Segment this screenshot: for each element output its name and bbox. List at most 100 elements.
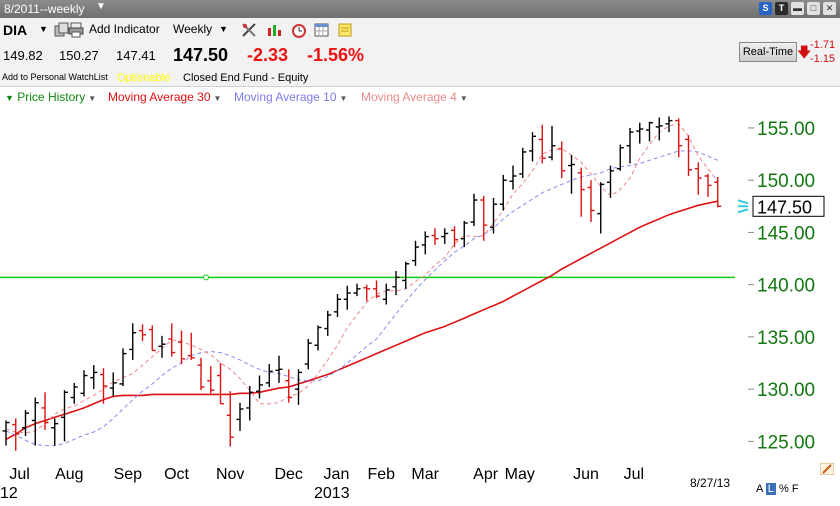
- price-bar: [694, 162, 702, 195]
- s-button[interactable]: S: [759, 2, 772, 15]
- price-bar: [158, 335, 166, 358]
- price-bar: [363, 284, 371, 302]
- add-indicator-button[interactable]: Add Indicator: [89, 22, 160, 36]
- legend-ma30[interactable]: Moving Average 30 ▼: [108, 90, 222, 104]
- scale-arithmetic-button[interactable]: A: [756, 483, 763, 495]
- y-tick-label: 155.00: [757, 119, 815, 140]
- chart-type-icon[interactable]: [266, 22, 282, 38]
- price-bar: [265, 364, 273, 388]
- price-bar: [285, 369, 293, 403]
- price-bar: [324, 310, 332, 336]
- price-bar: [655, 117, 663, 141]
- price-bar: [382, 283, 390, 305]
- last-price-label: 147.50: [757, 197, 812, 217]
- support-line-handle[interactable]: [203, 274, 209, 281]
- real-time-button[interactable]: Real-Time: [739, 42, 797, 62]
- price-bar: [246, 386, 254, 421]
- symbol-dropdown-icon[interactable]: ▼: [39, 24, 48, 34]
- draw-tools-icon[interactable]: [241, 22, 257, 38]
- window-controls: S T ▬ □ ✕: [759, 2, 836, 15]
- title-dropdown-icon[interactable]: ▼: [96, 1, 106, 12]
- y-tick-label: 135.00: [757, 328, 815, 349]
- minimize-icon[interactable]: ▬: [791, 2, 804, 15]
- x-tick-label: Jan: [324, 466, 350, 483]
- price-bar: [490, 197, 497, 234]
- y-tick-label: 150.00: [757, 171, 815, 192]
- window-titlebar: 8/2011--weekly ▼ S T ▬ □ ✕: [0, 0, 840, 18]
- price-bar: [538, 124, 546, 164]
- price-bar: [236, 402, 244, 431]
- add-to-watchlist-link[interactable]: Add to Personal WatchList: [2, 72, 108, 82]
- price-bar: [314, 325, 322, 351]
- sticky-note-icon[interactable]: [337, 22, 353, 38]
- price-bar: [460, 220, 468, 248]
- scale-percent-button[interactable]: %: [778, 483, 789, 495]
- support-line-layer[interactable]: [0, 274, 735, 281]
- price-bar: [119, 348, 127, 386]
- x-axis: Jul Aug Sep Oct Nov Dec Jan Feb Mar Apr May Jun Jul 1…: [0, 466, 644, 502]
- year-label: 2013: [314, 485, 350, 502]
- price-bar: [616, 144, 624, 171]
- chevron-down-icon[interactable]: ▼: [459, 94, 468, 103]
- price-bars: [2, 116, 722, 451]
- price-bar: [587, 180, 595, 222]
- scale-fit-button[interactable]: F: [791, 483, 799, 495]
- legend-ma10[interactable]: Moving Average 10 ▼: [234, 90, 348, 104]
- price-bar: [197, 357, 205, 391]
- indicator-legend: ▼ Price History ▼ Moving Average 30 ▼ Movi…: [0, 86, 840, 107]
- pencil-icon[interactable]: [820, 463, 834, 475]
- price-bar: [187, 332, 195, 360]
- price-bar: [577, 167, 585, 217]
- collapse-icon[interactable]: ▼: [5, 93, 14, 103]
- price-bar: [607, 165, 614, 198]
- quote-high: 150.27: [59, 48, 99, 63]
- scale-log-button[interactable]: L: [765, 483, 776, 495]
- period-select[interactable]: Weekly: [173, 22, 213, 36]
- chart-date: 8/27/13: [690, 476, 731, 490]
- x-tick-label: Jun: [573, 466, 599, 483]
- y-tick-label: 130.00: [757, 380, 815, 401]
- price-bar: [548, 125, 556, 161]
- price-bar: [61, 390, 68, 442]
- price-bar: [421, 231, 429, 255]
- price-bar: [704, 173, 712, 197]
- legend-price-history[interactable]: ▼ Price History ▼: [5, 90, 97, 104]
- price-bar: [597, 182, 605, 234]
- moving-averages: [5, 123, 719, 447]
- x-tick-label: Oct: [164, 466, 189, 483]
- period-dropdown-icon[interactable]: ▼: [219, 24, 228, 34]
- x-tick-label: Mar: [411, 466, 439, 483]
- price-bar: [100, 368, 107, 404]
- price-bar: [529, 132, 536, 162]
- price-bar: [295, 369, 302, 405]
- maximize-icon[interactable]: □: [807, 2, 820, 15]
- price-bar: [207, 366, 215, 394]
- chevron-down-icon[interactable]: ▼: [88, 94, 97, 103]
- ma4-line: [5, 123, 719, 434]
- y-axis: 125.00 130.00 135.00 140.00 145.00 150.00 155.…: [737, 119, 825, 453]
- chevron-down-icon[interactable]: ▼: [339, 94, 348, 103]
- fund-type-label: Closed End Fund - Equity: [183, 72, 309, 84]
- y-tick-label: 125.00: [757, 432, 815, 453]
- price-chart[interactable]: 125.00 130.00 135.00 140.00 145.00 150.00 155.…: [0, 106, 840, 506]
- price-bar: [480, 195, 488, 241]
- alarm-clock-icon[interactable]: [291, 22, 307, 38]
- price-bar: [41, 392, 49, 430]
- price-bar: [178, 330, 185, 365]
- symbol-label[interactable]: DIA: [3, 22, 28, 38]
- down-arrow-icon: 🡇: [797, 44, 812, 60]
- chevron-down-icon[interactable]: ▼: [213, 94, 222, 103]
- price-bar: [441, 228, 449, 244]
- calendar-icon[interactable]: [314, 22, 330, 38]
- last-price-marker: [737, 199, 749, 214]
- duplicate-icon[interactable]: [54, 22, 70, 38]
- price-bar: [451, 226, 458, 248]
- t-button[interactable]: T: [775, 2, 788, 15]
- printer-icon[interactable]: [68, 22, 84, 38]
- close-icon[interactable]: ✕: [823, 2, 836, 15]
- price-bar: [568, 155, 575, 194]
- price-bar: [665, 116, 673, 133]
- price-bar: [70, 382, 78, 404]
- price-bar: [392, 271, 400, 296]
- legend-ma4[interactable]: Moving Average 4 ▼: [361, 90, 468, 104]
